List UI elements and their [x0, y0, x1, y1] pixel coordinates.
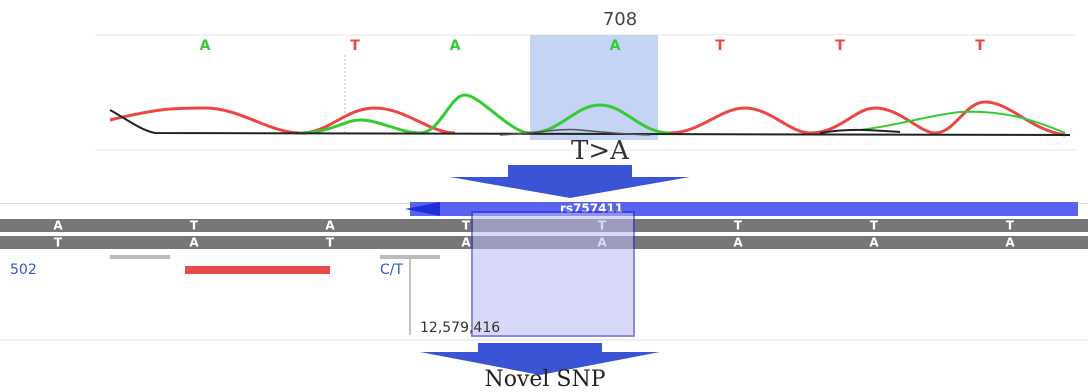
base-call: T	[975, 38, 985, 54]
coordinate-label: 12,579,416	[420, 320, 500, 336]
variant-label: C/T	[380, 262, 403, 278]
arrow	[450, 165, 690, 198]
mutation-label: T>A	[571, 136, 630, 166]
figure: 708 ATAATTT T>A rs757411 ATATTTTTTATAAAA…	[0, 0, 1088, 388]
sequence-base: A	[325, 219, 335, 233]
sequence-base: T	[734, 219, 743, 233]
track-mark	[110, 255, 170, 259]
position-label: 708	[603, 9, 637, 30]
base-call: A	[450, 38, 461, 54]
sequence-base: T	[1006, 219, 1015, 233]
track-label: 502	[10, 262, 37, 278]
sequence-base: T	[190, 219, 199, 233]
base-call: A	[200, 38, 211, 54]
track-mark	[380, 255, 440, 259]
base-call: T	[835, 38, 845, 54]
sequence-base: T	[54, 236, 63, 250]
sequence-base: A	[461, 236, 471, 250]
sequence-base: A	[869, 236, 879, 250]
sequence-base: T	[870, 219, 879, 233]
sequence-base: A	[53, 219, 63, 233]
conclusion: Novel SNP	[484, 367, 605, 388]
base-call: T	[350, 38, 360, 54]
sequence-base: A	[733, 236, 743, 250]
sequence-base: A	[1005, 236, 1015, 250]
sequence-base: T	[326, 236, 335, 250]
highlight	[472, 212, 634, 336]
base-call: A	[610, 38, 621, 54]
base-call: T	[715, 38, 725, 54]
sequence-base: A	[189, 236, 199, 250]
track-bar	[185, 266, 330, 274]
sequence-base: T	[462, 219, 471, 233]
